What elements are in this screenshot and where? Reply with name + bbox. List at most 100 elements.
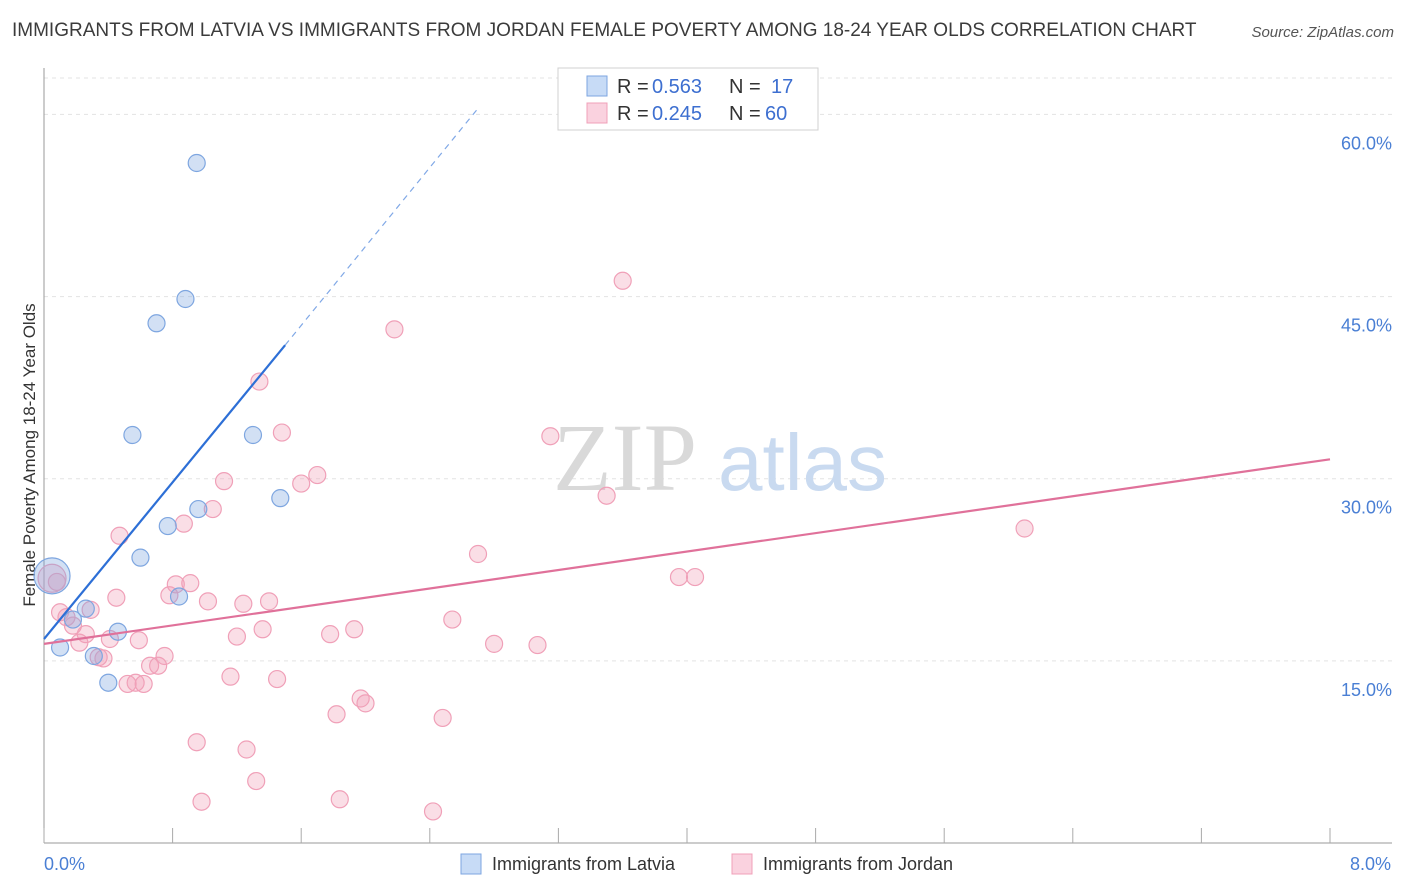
watermark-atlas: atlas <box>718 418 887 507</box>
jordan-point <box>308 465 327 485</box>
jordan-point <box>227 627 246 646</box>
latvia-point <box>176 289 195 309</box>
latvia-point <box>243 425 263 445</box>
jordan-point <box>110 526 129 545</box>
source-label: Source: ZipAtlas.com <box>1251 24 1394 41</box>
jordan-point <box>155 646 174 666</box>
jordan-point <box>685 567 705 587</box>
jordan-point <box>292 474 311 493</box>
jordan-point <box>443 610 462 629</box>
jordan-point <box>423 802 443 821</box>
series-label-jordan: Immigrants from Jordan <box>763 854 953 874</box>
latvia-point <box>158 516 177 536</box>
jordan-point <box>259 592 279 611</box>
correlation-legend: R = 0.563 N = 17 R = 0.245 N = 60 <box>557 67 819 131</box>
jordan-points <box>37 271 1034 821</box>
jordan-point <box>149 656 168 675</box>
jordan-point <box>468 544 488 564</box>
jordan-point <box>76 625 95 644</box>
latvia-point <box>76 599 95 618</box>
latvia-point <box>271 489 290 508</box>
jordan-point <box>221 667 240 686</box>
jordan-point <box>192 792 211 811</box>
latvia-point <box>84 646 103 666</box>
legend-swatch-latvia <box>586 75 608 97</box>
y-tick-labels: 15.0% 30.0% 45.0% 60.0% <box>1341 133 1392 699</box>
jordan-point <box>321 625 340 644</box>
jordan-point <box>134 674 153 694</box>
x-tick-label-max: 8.0% <box>1350 854 1391 874</box>
latvia-point <box>99 673 118 692</box>
y-axis-title: Female Poverty Among 18-24 Year Olds <box>20 303 39 606</box>
series-swatch-latvia <box>460 853 482 875</box>
watermark-zip: ZIP <box>553 404 697 511</box>
jordan-point <box>107 588 126 607</box>
y-tick-label: 60.0% <box>1341 133 1392 153</box>
latvia-point <box>131 548 150 567</box>
chart-title: IMMIGRANTS FROM LATVIA VS IMMIGRANTS FRO… <box>12 20 1197 41</box>
series-label-latvia: Immigrants from Latvia <box>492 854 676 874</box>
series-legend: Immigrants from Latvia Immigrants from J… <box>460 853 953 875</box>
latvia-point <box>33 557 71 595</box>
jordan-point <box>485 634 504 653</box>
jordan-point <box>47 572 66 592</box>
jordan-point <box>234 594 253 613</box>
latvia-point <box>189 499 208 519</box>
latvia-trend-line <box>43 344 286 640</box>
y-tick-label: 45.0% <box>1341 316 1392 336</box>
legend-r-label-latvia: R = <box>617 76 649 98</box>
jordan-point <box>250 372 269 391</box>
latvia-point <box>187 153 206 173</box>
jordan-point <box>330 790 349 809</box>
latvia-point <box>147 314 166 333</box>
jordan-point <box>541 427 560 446</box>
jordan-point <box>385 320 404 339</box>
jordan-point <box>187 733 206 752</box>
legend-n-value-latvia: 17 <box>771 76 793 98</box>
trend-lines <box>43 107 1331 645</box>
jordan-point <box>174 514 193 533</box>
latvia-point <box>169 587 189 606</box>
jordan-point <box>613 271 632 290</box>
latvia-point <box>63 610 83 629</box>
jordan-point <box>198 592 218 611</box>
jordan-point <box>63 616 83 635</box>
jordan-point <box>272 423 292 442</box>
latvia-trend-extension <box>284 107 479 346</box>
jordan-point <box>237 740 256 759</box>
jordan-point <box>253 620 272 639</box>
jordan-point <box>214 472 234 491</box>
jordan-point <box>37 563 67 593</box>
jordan-point <box>528 635 547 655</box>
legend-swatch-jordan <box>586 102 608 124</box>
legend-r-value-jordan: 0.245 <box>652 103 702 125</box>
latvia-point <box>123 425 142 445</box>
jordan-point <box>129 631 148 650</box>
jordan-point <box>160 586 179 605</box>
legend-r-value-latvia: 0.563 <box>652 76 702 98</box>
legend-n-value-jordan: 60 <box>765 103 787 125</box>
jordan-point <box>327 705 346 724</box>
legend-n-label-latvia: N = <box>729 76 761 98</box>
gridlines <box>44 77 1392 662</box>
jordan-point <box>345 620 364 639</box>
jordan-point <box>669 567 689 587</box>
latvia-points <box>33 153 290 692</box>
x-ticks <box>43 828 1331 843</box>
series-swatch-jordan <box>731 853 753 875</box>
jordan-point <box>267 669 287 689</box>
legend-n-label-jordan: N = <box>729 103 761 125</box>
jordan-trend-line <box>43 458 1331 645</box>
jordan-point <box>247 771 266 791</box>
jordan-point <box>433 708 452 728</box>
jordan-point <box>181 574 200 593</box>
jordan-point <box>597 486 616 505</box>
y-tick-label: 30.0% <box>1341 498 1392 518</box>
watermark: ZIP atlas <box>553 404 887 511</box>
jordan-point <box>203 499 222 519</box>
legend-r-label-jordan: R = <box>617 103 649 125</box>
jordan-point <box>1015 519 1034 538</box>
jordan-point <box>356 694 375 713</box>
y-tick-label: 15.0% <box>1341 680 1392 700</box>
